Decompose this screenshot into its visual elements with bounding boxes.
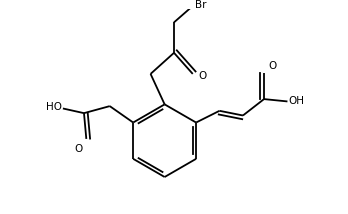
Text: OH: OH [288, 97, 304, 106]
Text: O: O [269, 61, 277, 71]
Text: O: O [74, 144, 82, 154]
Text: HO: HO [46, 102, 62, 111]
Text: O: O [199, 71, 207, 81]
Text: Br: Br [195, 0, 206, 10]
